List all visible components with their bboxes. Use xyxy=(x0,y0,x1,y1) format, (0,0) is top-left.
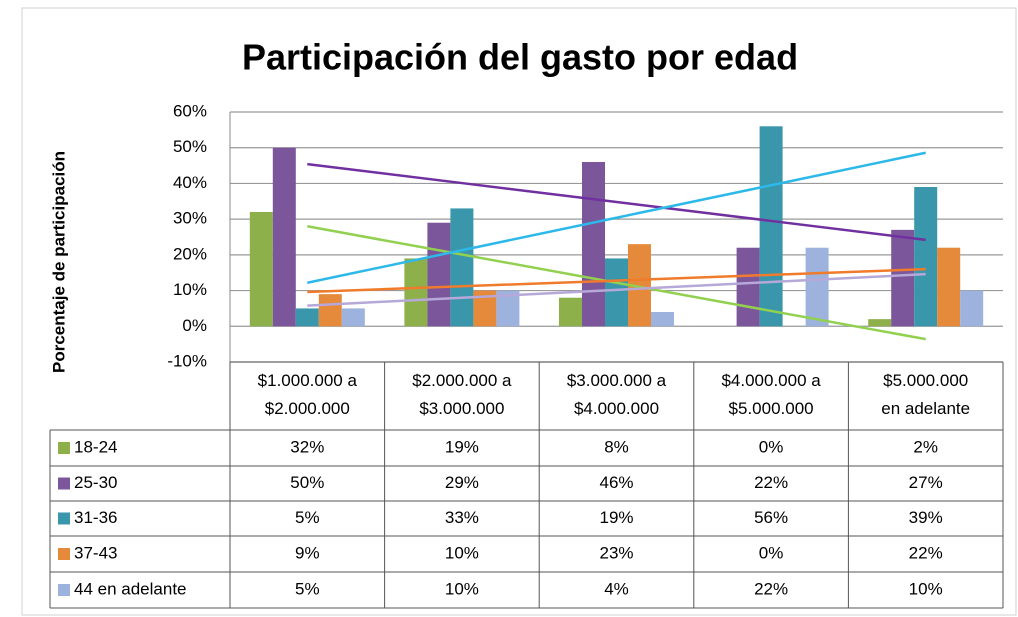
trendline xyxy=(307,267,926,294)
value-label: 5% xyxy=(295,508,320,527)
trendline xyxy=(307,272,926,307)
category-cell: $3.000.000 a $4.000.000 xyxy=(566,371,667,418)
legend-label: 18-24 xyxy=(74,437,117,456)
y-tick-label: 0% xyxy=(182,316,207,335)
legend-swatch xyxy=(58,548,70,560)
value-label: 4% xyxy=(604,579,629,598)
value-label: 10% xyxy=(445,543,479,562)
bar xyxy=(272,147,296,327)
bar xyxy=(295,308,319,327)
value-label: 27% xyxy=(909,473,943,492)
value-label: 50% xyxy=(290,473,324,492)
trendline xyxy=(307,162,926,242)
x-tick-label: $1.000.000 a $2.000.000 xyxy=(257,371,357,418)
value-label: 46% xyxy=(599,473,633,492)
bar xyxy=(628,244,651,327)
value-label: 29% xyxy=(445,473,479,492)
category-cell: $5.000.000 en adelante xyxy=(881,371,971,418)
data-table: $1.000.000 a $2.000.000 $2.000.000 a $3.0… xyxy=(49,361,1004,609)
category-cell: $4.000.000 a $5.000.000 xyxy=(721,371,821,418)
grid: -10% 0% 10% 20% 30% 40% 50% 60% xyxy=(167,101,1003,370)
value-label: 0% xyxy=(759,437,784,456)
value-label: 10% xyxy=(909,579,943,598)
value-label: 0% xyxy=(759,543,784,562)
bar xyxy=(427,222,451,327)
bar xyxy=(582,162,605,327)
bar xyxy=(805,247,829,327)
trendline xyxy=(307,225,926,341)
bar xyxy=(559,297,582,327)
value-label: 19% xyxy=(599,508,633,527)
bar xyxy=(249,212,273,327)
chart-title: Participación del gasto por edad xyxy=(242,37,798,78)
value-label: 19% xyxy=(445,437,479,456)
value-label: 22% xyxy=(754,579,788,598)
trendlines xyxy=(307,151,926,341)
y-tick-label: -10% xyxy=(167,351,207,370)
bar xyxy=(891,229,915,327)
bar xyxy=(736,247,760,327)
bar xyxy=(759,126,783,327)
bar xyxy=(605,258,628,327)
bar xyxy=(960,290,984,327)
bar xyxy=(496,290,520,327)
y-tick-label: 40% xyxy=(173,173,207,192)
y-tick-label: 30% xyxy=(173,209,207,228)
legend-label: 25-30 xyxy=(74,473,117,492)
value-label: 22% xyxy=(754,473,788,492)
value-label: 5% xyxy=(295,579,320,598)
value-label: 39% xyxy=(909,508,943,527)
legend-swatch xyxy=(58,442,70,454)
y-tick-label: 10% xyxy=(173,280,207,299)
y-axis-label: Porcentaje de participación xyxy=(49,151,68,373)
trendline xyxy=(307,151,926,284)
legend-swatch xyxy=(58,512,70,525)
x-tick-label: $5.000.000 en adelante xyxy=(881,371,971,418)
value-label: 33% xyxy=(445,508,479,527)
x-tick-label: $3.000.000 a $4.000.000 xyxy=(566,371,667,418)
legend-swatch xyxy=(58,477,70,490)
x-tick-label: $2.000.000 a $3.000.000 xyxy=(412,371,512,418)
bar xyxy=(404,258,428,327)
legend-swatch xyxy=(58,584,70,596)
value-label: 23% xyxy=(599,543,633,562)
bar xyxy=(937,247,961,327)
x-tick-label: $4.000.000 a $5.000.000 xyxy=(721,371,821,418)
value-label: 32% xyxy=(290,437,324,456)
value-label: 2% xyxy=(913,437,938,456)
legend-label: 31-36 xyxy=(74,508,117,527)
category-cell: $2.000.000 a $3.000.000 xyxy=(412,371,512,418)
bars xyxy=(249,126,984,327)
bar xyxy=(318,294,342,327)
legend-label: 37-43 xyxy=(74,543,117,562)
legend-label: 44 en adelante xyxy=(74,579,187,598)
bar xyxy=(450,208,474,327)
bar xyxy=(868,319,892,327)
value-label: 22% xyxy=(909,543,943,562)
bar xyxy=(651,312,674,327)
bar xyxy=(914,187,938,327)
y-tick-label: 60% xyxy=(173,101,207,120)
y-tick-label: 20% xyxy=(173,244,207,263)
y-tick-label: 50% xyxy=(173,137,207,156)
bar xyxy=(341,308,365,327)
value-label: 56% xyxy=(754,508,788,527)
value-label: 10% xyxy=(445,579,479,598)
value-label: 9% xyxy=(295,543,320,562)
bar xyxy=(473,290,497,327)
value-label: 8% xyxy=(604,437,629,456)
category-cell: $1.000.000 a $2.000.000 xyxy=(257,371,357,418)
